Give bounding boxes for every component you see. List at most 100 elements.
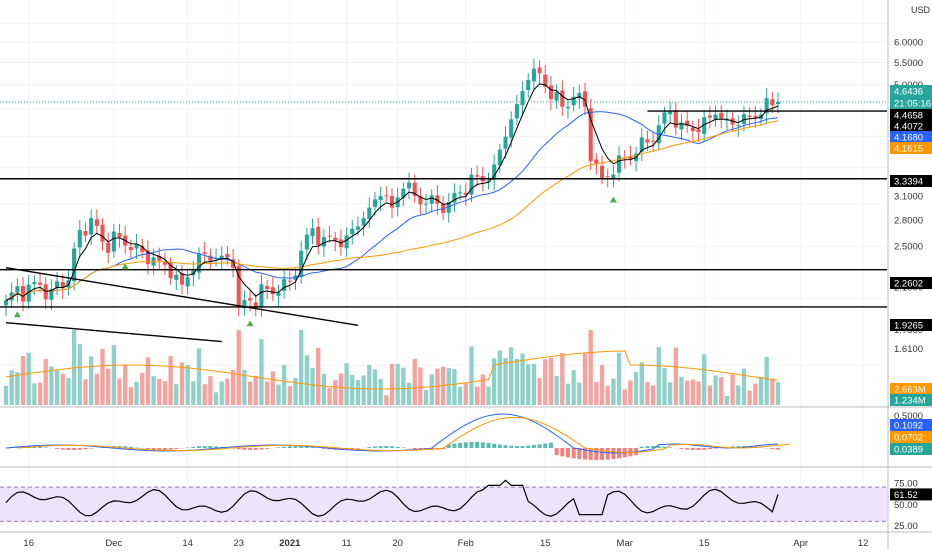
candle[interactable] [606, 169, 610, 188]
candle[interactable] [38, 272, 42, 292]
candle[interactable] [203, 242, 207, 264]
candle[interactable] [271, 277, 275, 301]
volume-bar [350, 375, 354, 405]
candle[interactable] [310, 219, 314, 245]
candle[interactable] [674, 102, 678, 136]
candle[interactable] [589, 98, 593, 170]
candle[interactable] [350, 220, 354, 245]
candle[interactable] [44, 277, 48, 309]
candle[interactable] [242, 290, 246, 316]
candle[interactable] [685, 111, 689, 133]
candle[interactable] [135, 234, 139, 259]
candle[interactable] [384, 186, 388, 201]
candle[interactable] [776, 93, 780, 114]
macd-tag[interactable]: 0.0389 [890, 443, 932, 456]
volume-bar [248, 382, 252, 405]
candle-body [691, 128, 695, 131]
price-tag[interactable]: 4.6436 [890, 85, 932, 98]
candle[interactable] [543, 65, 547, 93]
candle[interactable] [515, 95, 519, 125]
candle[interactable] [668, 102, 672, 124]
candle[interactable] [628, 146, 632, 165]
candle[interactable] [492, 154, 496, 190]
candle[interactable] [299, 241, 303, 284]
candle[interactable] [407, 173, 411, 199]
candle[interactable] [532, 59, 536, 91]
candle[interactable] [600, 156, 604, 184]
candle[interactable] [316, 218, 320, 254]
price-tag[interactable]: 21:05:16 [890, 97, 932, 110]
buy-signal-marker [247, 320, 254, 326]
candle[interactable] [714, 105, 718, 126]
candle[interactable] [288, 271, 292, 291]
candle[interactable] [549, 76, 553, 110]
candle[interactable] [452, 183, 456, 212]
volume-tag[interactable]: 1.234M [890, 394, 932, 407]
candle[interactable] [169, 257, 173, 284]
candle[interactable] [106, 233, 110, 264]
candle[interactable] [401, 182, 405, 206]
candle[interactable] [430, 189, 434, 212]
candle[interactable] [390, 188, 394, 218]
candle[interactable] [696, 119, 700, 142]
rsi-tag[interactable]: 61.52 [890, 488, 932, 501]
candle[interactable] [503, 127, 507, 159]
candle[interactable] [112, 224, 116, 258]
volume-ma-tag[interactable]: 2.663M [890, 383, 932, 396]
macd-tag[interactable]: 0.1092 [890, 419, 932, 432]
candle[interactable] [225, 246, 229, 264]
candle-body [458, 192, 462, 193]
candle[interactable] [418, 187, 422, 214]
candle[interactable] [526, 73, 530, 98]
candle-body [78, 230, 82, 248]
candle[interactable] [254, 294, 258, 316]
candle[interactable] [83, 223, 87, 242]
macd-histogram-bar [61, 448, 65, 450]
candle[interactable] [611, 165, 615, 187]
candle[interactable] [237, 260, 241, 317]
candle[interactable] [736, 115, 740, 136]
candle[interactable] [163, 252, 167, 275]
candle[interactable] [117, 224, 121, 248]
candle[interactable] [719, 105, 723, 128]
candle[interactable] [617, 146, 621, 181]
candle[interactable] [208, 248, 212, 270]
macd-tag[interactable]: 0.0702 [890, 431, 932, 444]
candle[interactable] [78, 220, 82, 258]
candle[interactable] [424, 194, 428, 214]
candle[interactable] [640, 128, 644, 161]
candle[interactable] [475, 165, 479, 186]
price-tag[interactable]: 4.4658 [890, 109, 932, 122]
candle[interactable] [66, 270, 70, 296]
candle[interactable] [95, 209, 99, 234]
candle[interactable] [186, 268, 190, 294]
price-tag[interactable]: 4.4072 [890, 120, 932, 133]
candle[interactable] [49, 280, 53, 310]
price-tag[interactable]: 1.9265 [890, 319, 932, 332]
candle[interactable] [770, 92, 774, 113]
candle[interactable] [265, 280, 269, 299]
candle[interactable] [469, 168, 473, 202]
candle[interactable] [555, 84, 559, 108]
candle[interactable] [651, 133, 655, 152]
candle[interactable] [560, 80, 564, 115]
candle[interactable] [345, 227, 349, 257]
candle[interactable] [362, 211, 366, 236]
candle[interactable] [276, 285, 280, 307]
candle[interactable] [679, 114, 683, 140]
price-tag[interactable]: 3.3394 [890, 175, 932, 188]
price-tag[interactable]: 4.1615 [890, 142, 932, 155]
rsi-pane[interactable] [0, 480, 887, 521]
price-tag[interactable]: 4.1680 [890, 131, 932, 144]
candle[interactable] [538, 60, 542, 83]
candle[interactable] [657, 115, 661, 150]
candle[interactable] [282, 270, 286, 299]
candle[interactable] [367, 197, 371, 228]
price-tag[interactable]: 2.2602 [890, 277, 932, 290]
volume-bar [344, 363, 348, 405]
candlesticks[interactable] [4, 59, 780, 317]
candle[interactable] [691, 121, 695, 141]
